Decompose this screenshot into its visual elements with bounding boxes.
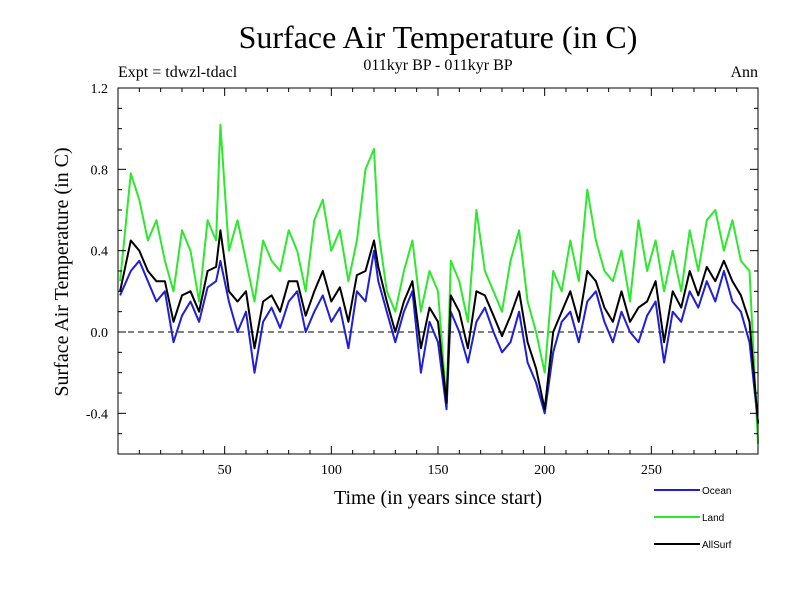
legend: Ocean Land AllSurf [654,486,732,551]
y-tick-label: 0.4 [91,245,109,260]
x-axis-label: Time (in years since start) [334,487,542,509]
x-tick-label: 250 [641,463,662,478]
y-tick-label: 0.0 [91,326,109,341]
axes: 50 100 150 200 250 -0.4 0.0 0.4 0.8 1.2 [86,82,759,478]
x-tick-label: 200 [534,463,555,478]
y-tick-label: 0.8 [91,163,109,178]
y-axis-label: Surface Air Temperature (in C) [51,147,73,396]
plot-area [118,123,759,444]
x-tick-label: 50 [218,463,232,478]
legend-label-land: Land [702,513,724,524]
series-line-ocean [119,249,759,424]
experiment-label: Expt = tdwzl-tdacl [118,64,238,81]
x-tick-label: 150 [428,463,449,478]
legend-label-allsurf: AllSurf [702,540,732,551]
plot-frame [117,87,759,455]
series-line-land [119,123,759,444]
series-line-allsurf [119,229,759,424]
legend-label-ocean: Ocean [702,486,731,497]
y-tick-label: -0.4 [86,407,108,422]
period-label: 011kyr BP - 011kyr BP [363,57,512,74]
season-label: Ann [730,64,758,81]
chart-title: Surface Air Temperature (in C) [239,19,638,55]
x-tick-label: 100 [321,463,342,478]
y-tick-label: 1.2 [91,82,109,97]
